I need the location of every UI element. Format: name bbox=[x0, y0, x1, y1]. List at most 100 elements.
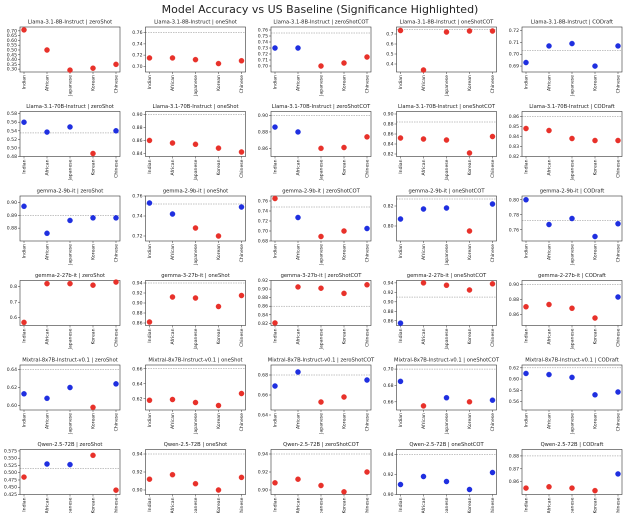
x-tick-label: Korean bbox=[467, 328, 473, 344]
point bbox=[67, 461, 73, 468]
y-tick-label: 0.89 bbox=[7, 213, 17, 219]
point bbox=[318, 63, 324, 69]
point bbox=[341, 394, 347, 400]
point bbox=[569, 305, 575, 311]
point bbox=[146, 476, 153, 482]
subplot: Mixtral-8x7B-Instruct-v0.1 | CODraft 0.56… bbox=[509, 358, 623, 435]
y-tick-label: 0.85 bbox=[509, 124, 519, 130]
x-tick-label: Indian bbox=[524, 413, 530, 427]
y-tick-label: 0.94 bbox=[132, 281, 142, 287]
point bbox=[341, 228, 347, 234]
y-tick-label: 0.90 bbox=[383, 299, 393, 305]
x-tick-label: Japanese bbox=[193, 159, 199, 181]
x-tick-label: Korean bbox=[593, 328, 599, 344]
y-tick-label: 0.45 bbox=[7, 52, 17, 58]
y-tick-label: 0.78 bbox=[509, 212, 519, 218]
x-tick-label: African bbox=[45, 75, 51, 91]
y-tick-label: 0.84 bbox=[509, 134, 519, 140]
y-tick-label: 0.69 bbox=[509, 64, 519, 70]
point bbox=[169, 471, 176, 478]
point bbox=[466, 228, 473, 234]
point bbox=[341, 489, 347, 495]
y-tick-label: 0.74 bbox=[258, 40, 268, 46]
point bbox=[113, 487, 119, 493]
y-tick-label: 0.4 bbox=[386, 62, 393, 68]
y-tick-label: 0.86 bbox=[509, 114, 519, 120]
subplot-title: gemma-2-9b-it | CODraft bbox=[540, 189, 605, 195]
y-tick-label: 0.87 bbox=[509, 466, 519, 472]
subplot-title: Qwen-2.5-72B | oneShotCOT bbox=[409, 442, 484, 448]
x-tick-label: Korean bbox=[91, 75, 97, 91]
x-tick-label: Chinese bbox=[616, 413, 622, 432]
point bbox=[169, 55, 176, 61]
subplot: gemma-2-9b-it | oneShotCOT 0.80 0.82 Indian… bbox=[383, 189, 497, 266]
subplot: Llama-3.1-70B-Instruct | oneShotCOT 0.82 0… bbox=[383, 104, 497, 181]
y-tick-label: 0.88 bbox=[509, 453, 519, 459]
subplot: Llama-3.1-70B-Instruct | zeroShotCOT 0.86… bbox=[258, 104, 372, 181]
point bbox=[420, 206, 427, 212]
point bbox=[169, 140, 176, 146]
y-tick-label: 0.88 bbox=[132, 125, 142, 131]
y-tick-label: 0.72 bbox=[132, 53, 142, 59]
point bbox=[592, 487, 598, 494]
point bbox=[420, 403, 427, 409]
point bbox=[420, 473, 427, 480]
x-tick-label: Japanese bbox=[319, 159, 325, 181]
subplot: Qwen-2.5-72B | oneShotCOT 0.90 0.92 0.94 Ind… bbox=[383, 442, 497, 513]
point bbox=[295, 129, 301, 135]
point bbox=[397, 320, 404, 326]
x-tick-label: Japanese bbox=[68, 244, 74, 266]
point bbox=[215, 145, 222, 151]
x-tick-label: Korean bbox=[216, 328, 222, 344]
point bbox=[192, 399, 199, 406]
y-tick-label: 0.72 bbox=[132, 234, 142, 240]
subplot-title: Llama-3.1-70B-Instruct | zeroShot bbox=[26, 104, 114, 110]
point bbox=[318, 233, 324, 240]
y-tick-label: 0.82 bbox=[258, 321, 268, 327]
y-tick-label: 0.500 bbox=[4, 470, 17, 476]
subplot: Llama-3.1-8B-Instruct | zeroShotCOT0.700… bbox=[258, 20, 372, 97]
y-tick-label: 0.90 bbox=[258, 287, 268, 293]
point bbox=[443, 29, 450, 35]
point bbox=[523, 125, 529, 132]
point bbox=[67, 217, 73, 224]
axes-frame bbox=[145, 280, 246, 326]
y-tick-label: 0.50 bbox=[7, 145, 17, 151]
subplot-title: Mixtral-8x7B-Instruct-v0.1 | oneShot bbox=[148, 358, 242, 364]
point bbox=[21, 391, 27, 397]
x-tick-label: Korean bbox=[593, 159, 599, 175]
subplot-title: Llama-3.1-8B-Instruct | CODraft bbox=[531, 20, 613, 26]
y-tick-label: 0.88 bbox=[258, 129, 268, 135]
y-tick-label: 0.5 bbox=[386, 52, 393, 58]
y-tick-label: 0.84 bbox=[383, 142, 393, 148]
point bbox=[592, 392, 598, 398]
x-tick-label: Chinese bbox=[490, 159, 496, 178]
x-tick-label: Chinese bbox=[490, 244, 496, 263]
y-tick-label: 0.60 bbox=[7, 403, 17, 409]
axes-frame bbox=[145, 111, 246, 157]
y-tick-label: 0.76 bbox=[132, 194, 142, 200]
x-tick-label: African bbox=[547, 244, 553, 260]
x-tick-label: Indian bbox=[524, 75, 530, 89]
x-tick-label: Chinese bbox=[365, 244, 371, 263]
x-tick-label: Chinese bbox=[616, 244, 622, 263]
y-tick-label: 0.76 bbox=[258, 28, 268, 34]
y-tick-label: 0.525 bbox=[4, 463, 17, 469]
y-tick-label: 0.94 bbox=[383, 452, 393, 458]
x-tick-label: Chinese bbox=[365, 413, 371, 432]
y-tick-label: 0.86 bbox=[383, 132, 393, 138]
point bbox=[192, 480, 199, 487]
point bbox=[272, 480, 278, 486]
y-tick-label: 0.73 bbox=[258, 46, 268, 52]
point bbox=[615, 137, 621, 144]
point bbox=[443, 137, 450, 143]
subplot: Qwen-2.5-72B | zeroShotCOT 0.90 0.92 0.94 In… bbox=[258, 442, 372, 513]
x-tick-label: Korean bbox=[467, 413, 473, 429]
x-tick-label: Japanese bbox=[319, 413, 325, 435]
x-tick-label: Japanese bbox=[570, 497, 576, 513]
x-tick-label: Indian bbox=[524, 497, 530, 511]
x-tick-label: Japanese bbox=[193, 413, 199, 435]
x-tick-label: African bbox=[170, 244, 176, 260]
point bbox=[90, 404, 96, 411]
x-tick-label: Korean bbox=[342, 75, 348, 91]
